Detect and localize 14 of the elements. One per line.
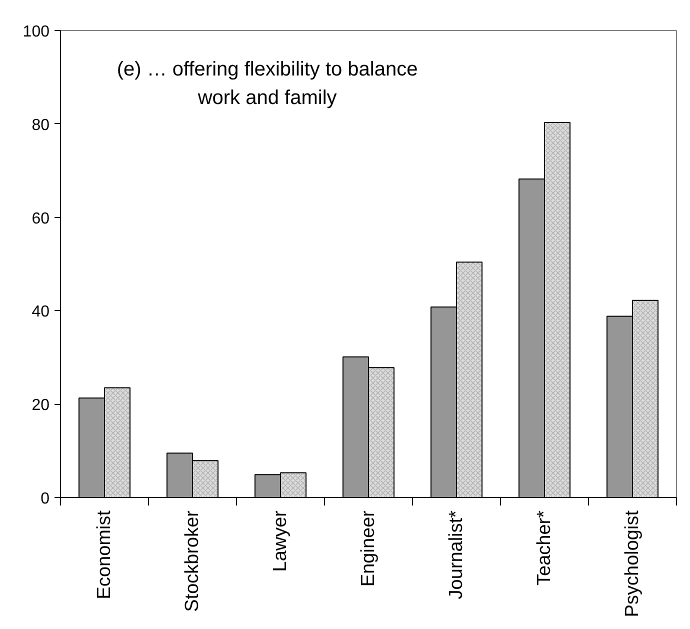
x-tick-label: Journalist* <box>446 510 467 600</box>
x-tick-label: Lawyer <box>270 510 291 572</box>
x-tick-label: Economist <box>94 510 115 600</box>
y-tick-label: 20 <box>32 397 50 414</box>
y-tick-label: 100 <box>22 24 50 40</box>
y-tick-label: 40 <box>32 304 50 321</box>
y-tick-label: 60 <box>32 210 50 228</box>
y-tick-label: 0 <box>40 490 50 508</box>
x-tick-label: Teacher* <box>534 510 555 586</box>
x-tick-label: Engineer <box>358 510 379 587</box>
y-tick-label: 80 <box>32 116 50 134</box>
text: (e) … offering flexibility to balance work and family <box>116 58 418 110</box>
x-tick-label: Stockbroker <box>182 510 203 612</box>
x-tick-label: Psychologist <box>622 510 643 618</box>
